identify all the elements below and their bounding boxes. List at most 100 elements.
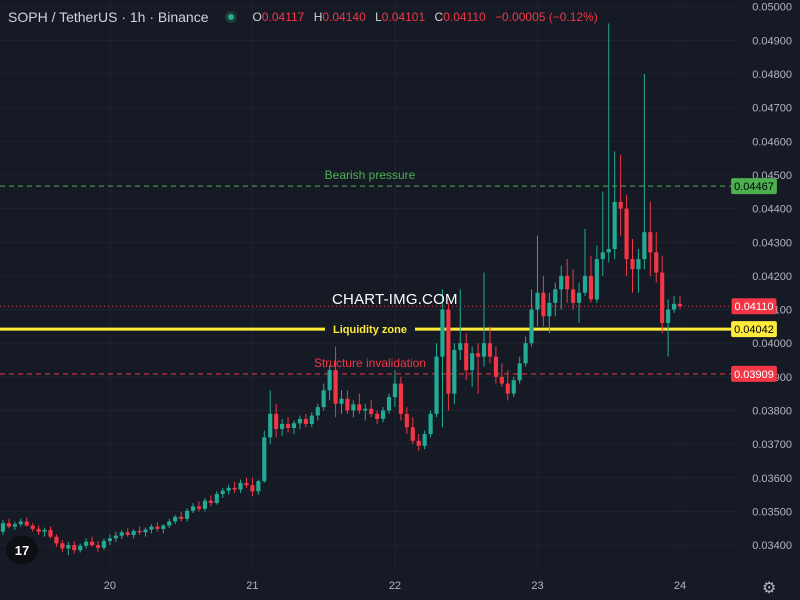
y-tick-label: 0.04300 xyxy=(752,237,792,249)
candle-body xyxy=(386,397,392,411)
candle xyxy=(113,531,118,542)
candle-body xyxy=(582,275,588,293)
candle xyxy=(333,346,338,418)
price-label-bg xyxy=(731,321,777,338)
candle xyxy=(422,430,427,450)
candle xyxy=(268,390,273,445)
candle-body xyxy=(60,543,65,549)
candle-body xyxy=(511,380,516,394)
candle xyxy=(303,413,308,428)
gear-icon[interactable]: ⚙ xyxy=(762,580,777,597)
candle xyxy=(392,370,398,408)
candle-body xyxy=(446,309,451,394)
x-tick-label: 20 xyxy=(104,580,116,592)
market-status-icon[interactable] xyxy=(224,11,237,23)
candle xyxy=(143,527,148,537)
candle-body xyxy=(523,343,528,364)
candle-body xyxy=(339,398,344,404)
candle-body xyxy=(327,370,332,391)
chart-header: SOPH / TetherUS · 1h · Binance O0.04117 … xyxy=(8,7,604,27)
candle-body xyxy=(606,248,611,253)
candle xyxy=(606,23,611,263)
candle xyxy=(250,477,255,497)
candle xyxy=(285,417,291,433)
candle xyxy=(440,289,445,428)
candle xyxy=(262,430,267,483)
y-tick-label: 0.04000 xyxy=(752,338,792,350)
x-tick-label: 21 xyxy=(246,580,258,592)
candle xyxy=(600,191,605,276)
y-tick-label: 0.04400 xyxy=(752,204,792,216)
candle-body xyxy=(529,309,534,344)
candle-body xyxy=(173,516,178,522)
candle-body xyxy=(268,413,273,438)
candle-body xyxy=(588,275,593,300)
candle-body xyxy=(440,309,445,357)
y-tick-label: 0.03800 xyxy=(752,405,792,417)
tradingview-logo-icon[interactable]: 17 xyxy=(6,536,38,564)
candle xyxy=(18,518,23,527)
candle xyxy=(309,412,314,428)
candle xyxy=(280,418,285,436)
candle xyxy=(297,415,303,429)
candle xyxy=(327,365,332,401)
candle-body xyxy=(470,353,475,371)
candle xyxy=(642,74,647,270)
candle-body xyxy=(452,349,457,394)
candle-body xyxy=(6,523,12,527)
candle xyxy=(547,292,552,334)
price-axis[interactable]: 0.050000.049000.048000.047000.046000.045… xyxy=(752,2,792,552)
candle-body xyxy=(274,413,279,429)
candle xyxy=(553,282,558,317)
candle-body xyxy=(541,292,546,317)
candle-body xyxy=(416,440,421,446)
symbol-title[interactable]: SOPH / TetherUS · 1h · Binance xyxy=(8,9,209,25)
price-label-bg xyxy=(731,365,777,382)
price-label: 0.03909 xyxy=(734,369,774,381)
candle xyxy=(636,248,641,293)
candle-body xyxy=(380,410,386,419)
candle xyxy=(131,528,136,539)
candle-body xyxy=(119,532,124,536)
y-tick-label: 0.05000 xyxy=(752,2,792,14)
candle-body xyxy=(72,545,77,551)
candle xyxy=(84,538,89,549)
candle-body xyxy=(309,415,314,424)
candle xyxy=(95,541,101,552)
candle xyxy=(190,503,196,514)
candle xyxy=(428,410,433,438)
candle xyxy=(380,407,386,423)
candle xyxy=(588,255,593,303)
candle xyxy=(256,479,261,495)
candle xyxy=(90,536,95,547)
candle-body xyxy=(392,383,398,398)
candle-body xyxy=(149,526,154,530)
candle xyxy=(517,356,522,384)
candle xyxy=(660,255,665,334)
candle-body xyxy=(369,408,374,414)
candle-body xyxy=(559,275,564,290)
candle xyxy=(0,519,6,535)
candle-body xyxy=(375,413,380,419)
candle xyxy=(523,336,528,367)
candle xyxy=(238,479,243,493)
candle xyxy=(149,524,154,534)
candle xyxy=(48,526,53,539)
candle xyxy=(452,343,457,404)
candle-body xyxy=(660,272,665,324)
candle-body xyxy=(155,526,160,529)
candle-body xyxy=(333,370,338,404)
candle-body xyxy=(476,353,481,357)
ohlc-low-key: L xyxy=(375,10,382,24)
candle-body xyxy=(48,529,53,537)
x-tick-label: 23 xyxy=(531,580,543,592)
candle-body xyxy=(636,259,641,270)
candle-body xyxy=(161,525,166,529)
price-label: 0.04467 xyxy=(734,181,774,193)
candle xyxy=(565,259,570,303)
candle xyxy=(101,538,107,551)
candle xyxy=(535,235,540,327)
time-axis[interactable]: 20 21 22 23 24 xyxy=(104,580,686,592)
candle xyxy=(470,346,475,387)
